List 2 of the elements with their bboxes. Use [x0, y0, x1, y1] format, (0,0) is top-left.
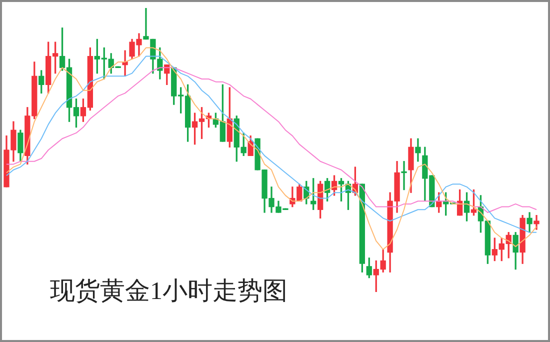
- candlestick: [401, 161, 407, 190]
- text: 现货黄金1小时走势图: [50, 277, 288, 307]
